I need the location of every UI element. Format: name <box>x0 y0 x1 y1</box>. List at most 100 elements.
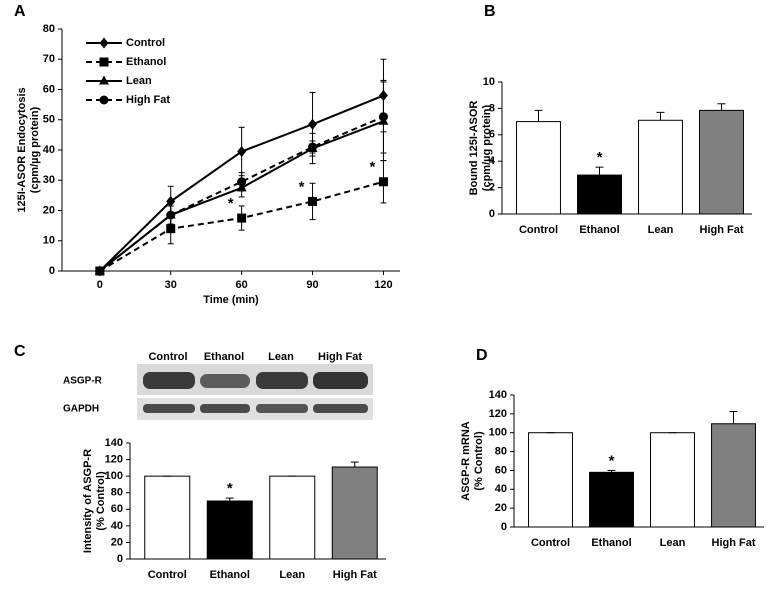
blot-image <box>137 364 373 420</box>
x-tick-label: Lean <box>279 569 305 581</box>
blot-row-label: ASGP-R <box>63 376 103 387</box>
data-point <box>237 146 247 158</box>
panel-letter: C <box>14 343 26 360</box>
data-point <box>237 213 247 223</box>
bar <box>699 109 744 215</box>
y-tick-label: 40 <box>43 144 55 156</box>
y-axis-label: ASGP-R mRNA <box>460 421 472 501</box>
x-tick-label: Ethanol <box>591 537 631 549</box>
significance-mark: * <box>228 195 234 212</box>
bar <box>577 174 622 215</box>
data-point <box>237 177 247 187</box>
x-tick-label: High Fat <box>700 224 744 236</box>
y-tick-label: 10 <box>43 235 55 247</box>
blot-lane-label: Ethanol <box>204 351 244 363</box>
data-point <box>308 196 318 206</box>
x-tick-label: Lean <box>660 537 686 549</box>
y-tick-label: 140 <box>489 389 507 401</box>
x-tick-label: 0 <box>97 279 103 291</box>
data-point <box>378 112 388 122</box>
y-tick-label: 8 <box>489 102 495 114</box>
x-tick-label: 90 <box>306 279 318 291</box>
y-axis-label: Bound 125I-ASOR <box>468 101 480 196</box>
y-axis-label: (% Control) <box>473 431 485 491</box>
x-tick-label: Ethanol <box>210 569 250 581</box>
y-tick-label: 70 <box>43 53 55 65</box>
y-tick-label: 40 <box>111 520 123 532</box>
data-point <box>308 142 318 152</box>
y-tick-label: 120 <box>105 453 123 465</box>
y-axis-label: Intensity of ASGP-R <box>82 449 94 553</box>
significance-mark: * <box>227 480 233 497</box>
significance-mark: * <box>370 159 376 176</box>
legend-label: Lean <box>126 75 152 87</box>
bar <box>269 475 316 560</box>
significance-mark: * <box>609 452 615 469</box>
bar <box>528 432 573 528</box>
data-point <box>166 210 176 220</box>
bar <box>589 471 634 528</box>
x-tick-label: 60 <box>236 279 248 291</box>
data-point <box>166 195 176 207</box>
y-tick-label: 0 <box>49 265 55 277</box>
y-tick-label: 60 <box>111 503 123 515</box>
y-tick-label: 140 <box>105 437 123 449</box>
y-axis-label: (% Control) <box>95 471 107 531</box>
y-tick-label: 0 <box>501 521 507 533</box>
legend-label: Control <box>126 37 165 49</box>
y-tick-label: 100 <box>489 427 507 439</box>
y-tick-label: 80 <box>111 487 123 499</box>
legend-label: Ethanol <box>126 56 166 68</box>
blot-lane-label: Control <box>148 351 187 363</box>
y-tick-label: 40 <box>495 483 507 495</box>
y-tick-label: 2 <box>489 182 495 194</box>
x-tick-label: Control <box>531 537 570 549</box>
y-tick-label: 120 <box>489 408 507 420</box>
series-line <box>99 115 384 272</box>
x-tick-label: High Fat <box>333 569 377 581</box>
x-tick-label: Control <box>519 224 558 236</box>
y-tick-label: 20 <box>43 204 55 216</box>
x-tick-label: 30 <box>165 279 177 291</box>
panel-letter: A <box>14 3 26 20</box>
y-tick-label: 6 <box>489 129 495 141</box>
y-tick-label: 80 <box>495 445 507 457</box>
y-tick-label: 100 <box>105 470 123 482</box>
y-axis-label: (cpm/µg protein) <box>481 104 493 191</box>
legend-marker <box>99 57 109 67</box>
y-tick-label: 50 <box>43 114 55 126</box>
legend-label: High Fat <box>126 94 170 106</box>
y-axis-label: (cpm/µg protein) <box>29 106 41 193</box>
y-axis-label: 125I-ASOR Endocytosis <box>16 87 28 212</box>
bar <box>638 119 683 215</box>
x-tick-label: Lean <box>648 224 674 236</box>
bar <box>331 466 378 560</box>
legend-marker <box>99 37 109 49</box>
bar <box>144 475 191 560</box>
y-tick-label: 20 <box>111 536 123 548</box>
legend-marker <box>99 75 109 85</box>
data-point <box>95 266 105 276</box>
legend-marker <box>99 95 109 105</box>
panel-letter: B <box>484 3 496 20</box>
x-tick-label: High Fat <box>712 537 756 549</box>
x-tick-label: Ethanol <box>579 224 619 236</box>
y-tick-label: 4 <box>489 155 496 167</box>
bar <box>206 500 253 560</box>
panel-letter: D <box>476 347 488 364</box>
data-point <box>308 118 318 130</box>
x-tick-label: Control <box>148 569 187 581</box>
y-tick-label: 10 <box>483 76 495 88</box>
bar <box>711 423 756 528</box>
blot-lane-label: High Fat <box>318 351 362 363</box>
significance-mark: * <box>597 149 603 166</box>
y-tick-label: 60 <box>43 83 55 95</box>
x-tick-label: 120 <box>374 279 392 291</box>
bar <box>650 432 695 528</box>
y-tick-label: 80 <box>43 23 55 35</box>
y-tick-label: 20 <box>495 502 507 514</box>
y-tick-label: 0 <box>489 208 495 220</box>
blot-row-label: GAPDH <box>63 404 99 415</box>
blot-lane-label: Lean <box>268 351 294 363</box>
